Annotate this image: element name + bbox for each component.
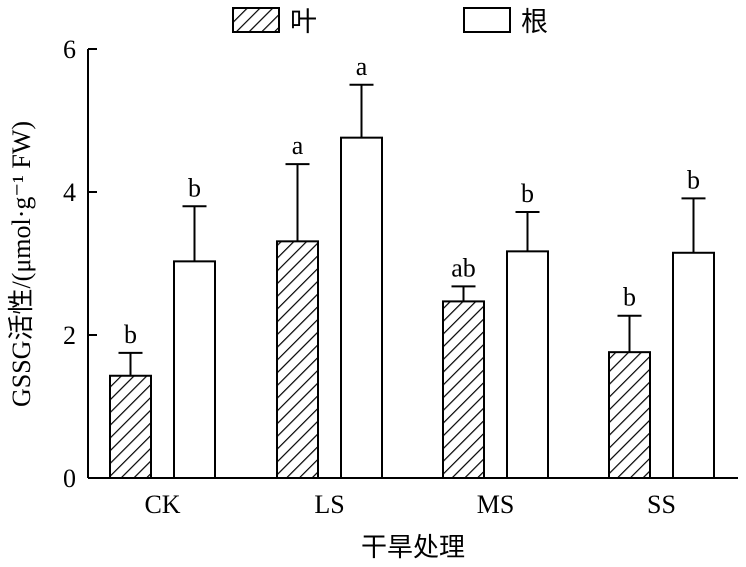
x-ticks-group: CK LS MS SS [144,490,676,519]
y-ticks-group: 0 2 4 6 [63,35,97,493]
y-tick-label-0: 0 [63,464,76,493]
sig-label-LS-leaf: a [292,131,304,160]
x-tick-label-LS: LS [314,490,344,519]
x-tick-label-MS: MS [477,490,515,519]
y-tick-label-3: 6 [63,35,76,64]
bar-LS-root [340,136,383,479]
bar-CK-root [173,260,216,480]
sig-label-CK-leaf: b [124,320,137,349]
y-tick-label-2: 4 [63,178,76,207]
legend-label-leaf: 叶 [290,7,317,37]
sig-label-SS-leaf: b [623,283,636,312]
bar-SS-root [672,251,715,479]
sig-label-MS-leaf: ab [451,253,476,282]
significance-labels-group: b b a a ab b b b [124,52,700,349]
bar-CK-leaf [109,374,152,480]
legend-swatch-leaf [232,7,280,33]
legend-label-root: 根 [521,7,548,37]
bar-MS-root [506,250,549,479]
y-tick-label-1: 2 [63,321,76,350]
bar-SS-leaf [608,351,651,479]
legend-swatch-root [463,7,511,33]
x-tick-label-CK: CK [144,490,180,519]
bar-MS-leaf [442,300,485,479]
y-axis-title: GSSG活性/(μmol·g⁻¹ FW) [7,121,36,407]
sig-label-CK-root: b [188,173,201,202]
bar-LS-leaf [276,240,319,479]
x-tick-label-SS: SS [647,490,676,519]
sig-label-MS-root: b [521,179,534,208]
axes: 0 2 4 6 CK LS MS SS [63,35,738,519]
sig-label-LS-root: a [356,52,368,81]
error-bars-group [118,83,706,376]
x-axis-title: 干旱处理 [361,533,465,562]
sig-label-SS-root: b [687,165,700,194]
legend: 叶 根 [232,7,548,37]
